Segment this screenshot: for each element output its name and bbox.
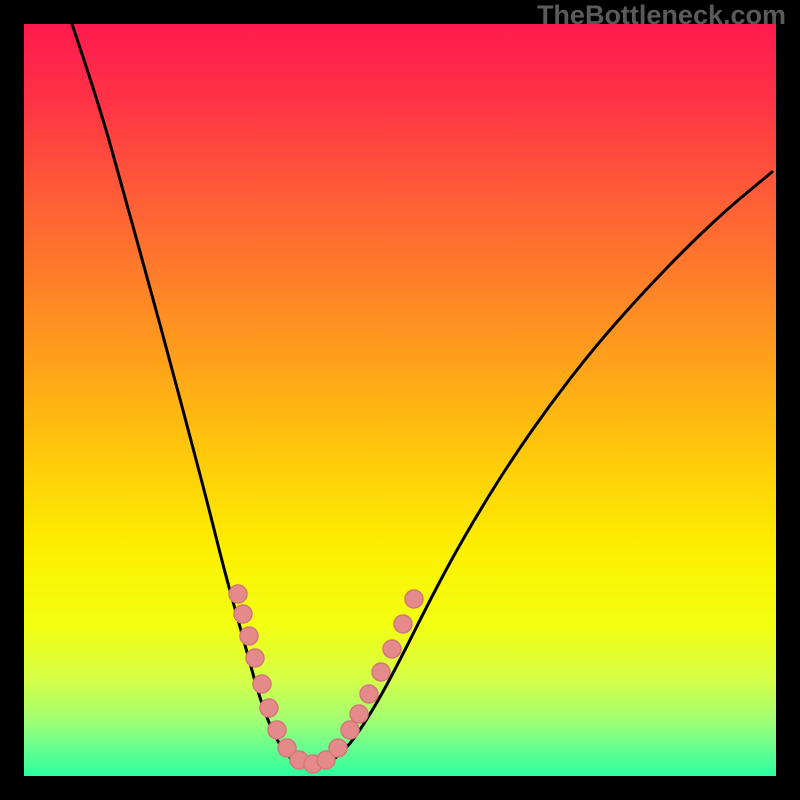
data-dot xyxy=(234,605,252,623)
data-dot xyxy=(360,685,378,703)
watermark-text: TheBottleneck.com xyxy=(537,0,786,31)
data-dot xyxy=(372,663,390,681)
data-dot xyxy=(246,649,264,667)
data-dot xyxy=(240,627,258,645)
data-dot xyxy=(268,721,286,739)
data-dot xyxy=(329,739,347,757)
chart-stage: TheBottleneck.com xyxy=(0,0,800,800)
v-curve xyxy=(72,24,772,768)
data-dot xyxy=(394,615,412,633)
data-dot xyxy=(383,640,401,658)
data-dot xyxy=(229,585,247,603)
data-dot xyxy=(341,721,359,739)
data-dot xyxy=(253,675,271,693)
curve-layer xyxy=(24,24,776,776)
data-dot xyxy=(405,590,423,608)
dots-group xyxy=(229,585,423,773)
data-dot xyxy=(260,699,278,717)
data-dot xyxy=(350,705,368,723)
